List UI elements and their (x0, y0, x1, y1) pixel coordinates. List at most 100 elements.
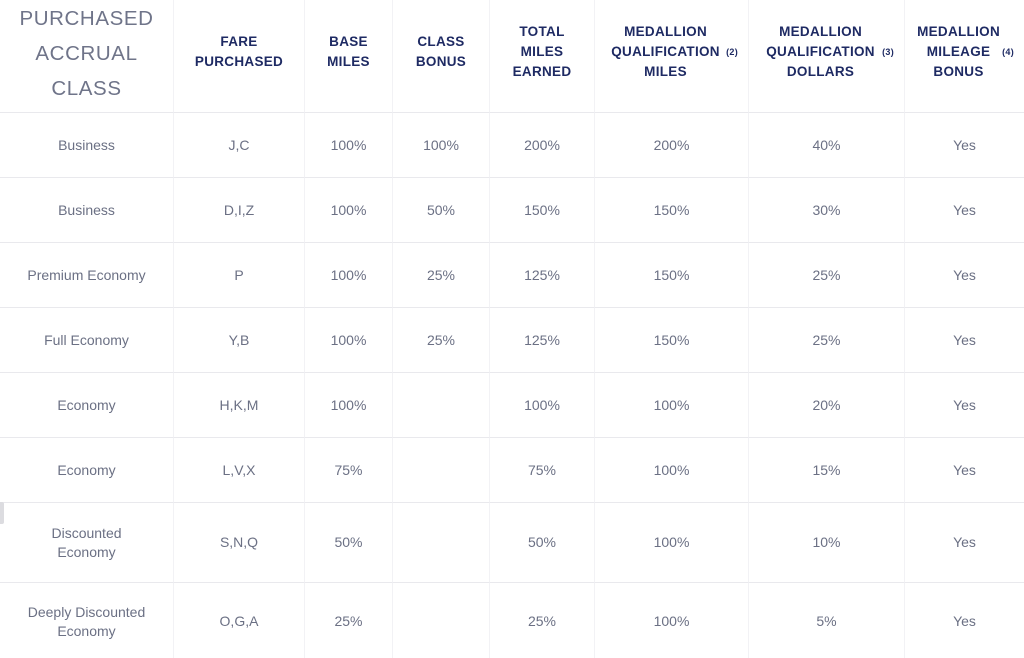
cell-medallion-qualification-dollars-label: 25% (812, 266, 841, 283)
cell-class-bonus: 50% (393, 178, 490, 243)
row-header-title: PURCHASED ACCRUAL CLASS (0, 0, 174, 113)
cell-total-miles-earned-label: 50% (527, 534, 557, 551)
cell-fare-purchased: P (174, 243, 305, 308)
column-header-medallion-qualification-miles: MEDALLION QUALIFICATION MILES (2) (595, 0, 749, 113)
column-header-total-miles-earned-label: TOTAL MILES EARNED (512, 23, 572, 80)
cell-accrual-class-label: Business (58, 201, 115, 218)
cell-base-miles: 100% (305, 373, 393, 438)
cell-medallion-mileage-bonus: Yes (905, 373, 1024, 438)
column-header-base-miles-label: BASE MILES (327, 33, 370, 69)
scroll-thumb-fragment (0, 502, 4, 524)
cell-medallion-qualification-dollars-label: 20% (812, 396, 841, 413)
cell-medallion-qualification-dollars-label: 25% (812, 331, 841, 348)
cell-fare-purchased: D,I,Z (174, 178, 305, 243)
cell-accrual-class: Premium Economy (0, 243, 174, 308)
cell-medallion-mileage-bonus-label: Yes (953, 201, 976, 218)
cell-medallion-mileage-bonus-label: Yes (953, 534, 976, 551)
cell-total-miles-earned: 50% (490, 503, 595, 583)
cell-fare-purchased-label: S,N,Q (219, 534, 259, 551)
cell-medallion-mileage-bonus: Yes (905, 113, 1024, 178)
cell-medallion-mileage-bonus: Yes (905, 438, 1024, 503)
cell-fare-purchased: J,C (174, 113, 305, 178)
cell-base-miles: 25% (305, 583, 393, 658)
cell-medallion-qualification-miles: 100% (595, 438, 749, 503)
cell-medallion-mileage-bonus-label: Yes (953, 331, 976, 348)
cell-total-miles-earned: 150% (490, 178, 595, 243)
cell-total-miles-earned-label: 25% (527, 613, 557, 630)
cell-medallion-qualification-miles-label: 150% (653, 201, 690, 218)
cell-total-miles-earned: 125% (490, 243, 595, 308)
column-header-fare-purchased-label: FARE PURCHASED (194, 33, 284, 69)
cell-medallion-qualification-dollars-label: 5% (816, 613, 837, 630)
cell-class-bonus (393, 438, 490, 503)
cell-fare-purchased-label: J,C (228, 136, 250, 153)
cell-class-bonus: 25% (393, 243, 490, 308)
cell-base-miles: 50% (305, 503, 393, 583)
cell-base-miles-label: 100% (330, 266, 367, 283)
cell-medallion-mileage-bonus: Yes (905, 583, 1024, 658)
cell-medallion-mileage-bonus: Yes (905, 503, 1024, 583)
cell-base-miles-label: 100% (330, 136, 367, 153)
cell-accrual-class-label: Business (58, 136, 115, 153)
cell-medallion-qualification-miles: 200% (595, 113, 749, 178)
cell-medallion-qualification-miles: 100% (595, 373, 749, 438)
cell-accrual-class-label: Premium Economy (27, 266, 146, 283)
cell-total-miles-earned-label: 75% (527, 461, 557, 478)
column-header-class-bonus: CLASS BONUS (393, 0, 490, 113)
cell-base-miles: 75% (305, 438, 393, 503)
cell-fare-purchased-label: O,G,A (219, 613, 259, 630)
cell-medallion-qualification-miles-label: 100% (653, 461, 690, 478)
cell-medallion-qualification-miles-label: 100% (653, 396, 690, 413)
cell-total-miles-earned: 200% (490, 113, 595, 178)
cell-medallion-mileage-bonus-label: Yes (953, 461, 976, 478)
cell-accrual-class: Discounted Economy (0, 503, 174, 583)
cell-medallion-mileage-bonus: Yes (905, 178, 1024, 243)
cell-total-miles-earned: 75% (490, 438, 595, 503)
column-header-medallion-qualification-miles-label: MEDALLION QUALIFICATION MILES (611, 23, 720, 80)
cell-accrual-class: Economy (0, 438, 174, 503)
cell-class-bonus-label: 50% (426, 201, 456, 218)
cell-fare-purchased-label: L,V,X (222, 461, 256, 478)
cell-fare-purchased: H,K,M (174, 373, 305, 438)
column-header-base-miles: BASE MILES (305, 0, 393, 113)
cell-medallion-qualification-dollars-label: 40% (812, 136, 841, 153)
cell-medallion-qualification-miles: 150% (595, 243, 749, 308)
cell-fare-purchased-label: D,I,Z (223, 201, 255, 218)
cell-accrual-class: Business (0, 113, 174, 178)
cell-base-miles-label: 75% (334, 461, 363, 478)
cell-total-miles-earned-label: 100% (524, 396, 560, 413)
cell-medallion-qualification-miles-label: 200% (653, 136, 690, 153)
cell-fare-purchased-label: P (234, 266, 244, 283)
cell-accrual-class-label: Deeply Discounted Economy (27, 604, 146, 639)
cell-base-miles-label: 100% (330, 331, 367, 348)
cell-medallion-qualification-dollars: 10% (749, 503, 905, 583)
cell-accrual-class: Deeply Discounted Economy (0, 583, 174, 658)
cell-medallion-qualification-miles-label: 150% (653, 266, 690, 283)
cell-medallion-mileage-bonus-label: Yes (953, 613, 976, 630)
column-header-medallion-qualification-dollars-label: MEDALLION QUALIFICATION DOLLARS (766, 23, 875, 80)
cell-medallion-mileage-bonus: Yes (905, 243, 1024, 308)
cell-base-miles: 100% (305, 243, 393, 308)
cell-medallion-qualification-dollars-label: 30% (812, 201, 841, 218)
cell-medallion-qualification-miles: 100% (595, 503, 749, 583)
cell-total-miles-earned-label: 150% (524, 201, 560, 218)
cell-fare-purchased: S,N,Q (174, 503, 305, 583)
cell-medallion-qualification-dollars: 30% (749, 178, 905, 243)
cell-medallion-qualification-dollars: 25% (749, 243, 905, 308)
cell-total-miles-earned: 125% (490, 308, 595, 373)
cell-base-miles: 100% (305, 308, 393, 373)
cell-accrual-class-label: Economy (57, 461, 116, 478)
cell-medallion-mileage-bonus-label: Yes (953, 266, 976, 283)
cell-base-miles-label: 100% (330, 201, 367, 218)
cell-total-miles-earned-label: 125% (524, 331, 560, 348)
cell-accrual-class-label: Full Economy (44, 331, 129, 348)
cell-medallion-mileage-bonus-label: Yes (953, 396, 976, 413)
cell-medallion-qualification-dollars-label: 10% (812, 534, 841, 551)
cell-base-miles: 100% (305, 113, 393, 178)
cell-medallion-mileage-bonus: Yes (905, 308, 1024, 373)
cell-medallion-qualification-miles: 150% (595, 308, 749, 373)
cell-medallion-qualification-miles: 150% (595, 178, 749, 243)
cell-fare-purchased-label: Y,B (228, 331, 250, 348)
